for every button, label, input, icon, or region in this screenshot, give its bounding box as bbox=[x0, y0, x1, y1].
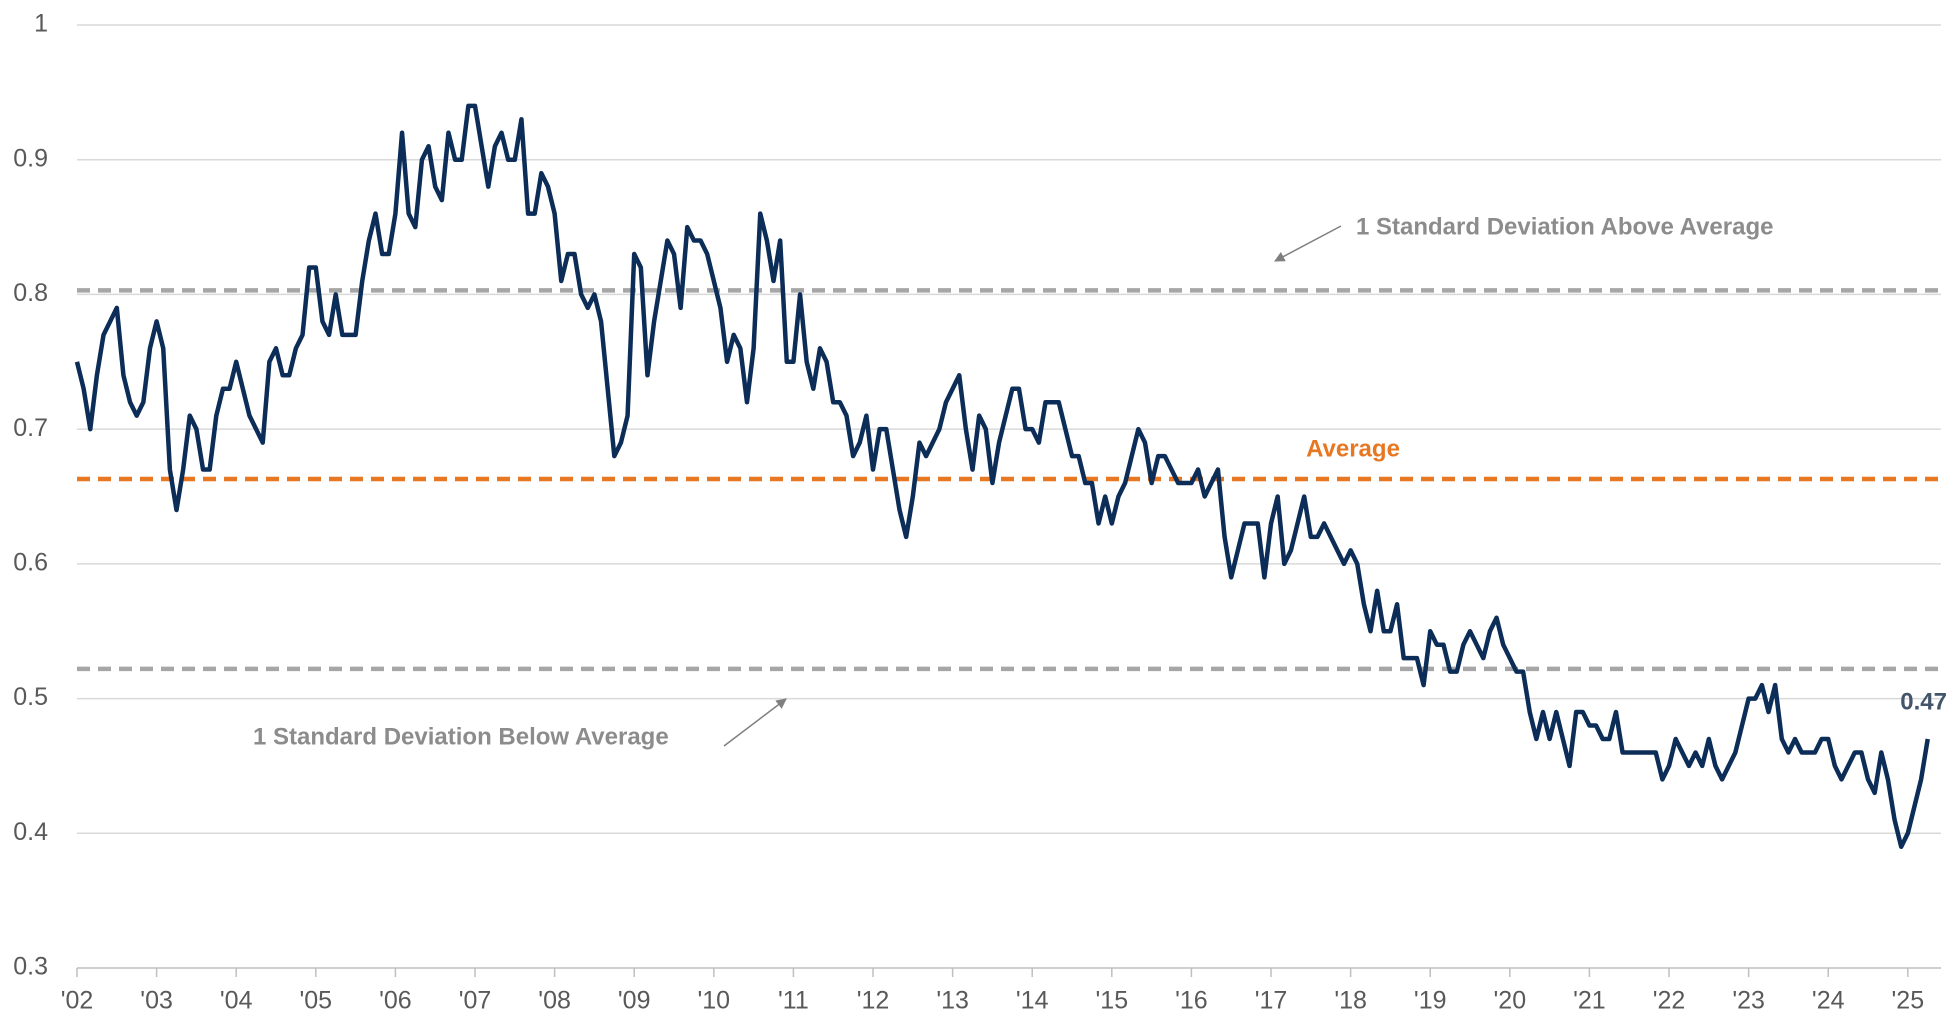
x-tick-label: '16 bbox=[1175, 987, 1208, 1015]
x-tick-label: '20 bbox=[1494, 987, 1527, 1015]
x-tick-label: '22 bbox=[1653, 987, 1686, 1015]
y-tick-label: 1 bbox=[34, 10, 48, 38]
x-tick-label: '21 bbox=[1573, 987, 1606, 1015]
x-tick-label: '23 bbox=[1732, 987, 1765, 1015]
x-tick-label: '03 bbox=[140, 987, 173, 1015]
y-tick-label: 0.4 bbox=[13, 818, 48, 846]
annotation: Average bbox=[1306, 435, 1400, 462]
x-tick-label: '02 bbox=[61, 987, 94, 1015]
plot bbox=[74, 103, 1930, 850]
data-line bbox=[74, 103, 1930, 850]
grid bbox=[76, 24, 1941, 977]
data-label: 0.47 bbox=[1900, 688, 1947, 715]
annotation-arrow bbox=[1274, 225, 1342, 262]
x-tick-label: '11 bbox=[778, 987, 809, 1015]
y-tick-label: 0.3 bbox=[13, 953, 48, 981]
y-tick-label: 0.7 bbox=[13, 414, 48, 442]
annotation: 1 Standard Deviation Above Average bbox=[1356, 213, 1773, 240]
x-tick-label: '10 bbox=[698, 987, 731, 1015]
x-tick-label: '12 bbox=[857, 987, 890, 1015]
x-tick-label: '13 bbox=[936, 987, 969, 1015]
x-tick-label: '25 bbox=[1892, 987, 1925, 1015]
x-tick-label: '05 bbox=[300, 987, 333, 1015]
x-tick-label: '14 bbox=[1016, 987, 1049, 1015]
annotation-arrow bbox=[723, 698, 787, 747]
annotation: 1 Standard Deviation Below Average bbox=[253, 723, 669, 750]
x-tick-label: '17 bbox=[1255, 987, 1288, 1015]
x-tick-label: '19 bbox=[1414, 987, 1447, 1015]
x-tick-label: '04 bbox=[220, 987, 253, 1015]
y-tick-label: 0.8 bbox=[13, 279, 48, 307]
labels: 0.3 0.4 0.5 0.6 0.7 0.8 0.9 1 '02 '03 '04 '05 '06 '07… bbox=[13, 10, 1947, 1015]
x-tick-label: '18 bbox=[1334, 987, 1367, 1015]
x-tick-label: '09 bbox=[618, 987, 651, 1015]
x-tick-label: '07 bbox=[459, 987, 492, 1015]
y-tick-label: 0.6 bbox=[13, 548, 48, 576]
x-tick-label: '24 bbox=[1812, 987, 1845, 1015]
y-tick-label: 0.9 bbox=[13, 144, 48, 172]
y-tick-label: 0.5 bbox=[13, 683, 48, 711]
reference-lines bbox=[77, 288, 1941, 672]
x-tick-label: '08 bbox=[538, 987, 571, 1015]
x-tick-label: '15 bbox=[1096, 987, 1129, 1015]
x-tick-label: '06 bbox=[379, 987, 412, 1015]
